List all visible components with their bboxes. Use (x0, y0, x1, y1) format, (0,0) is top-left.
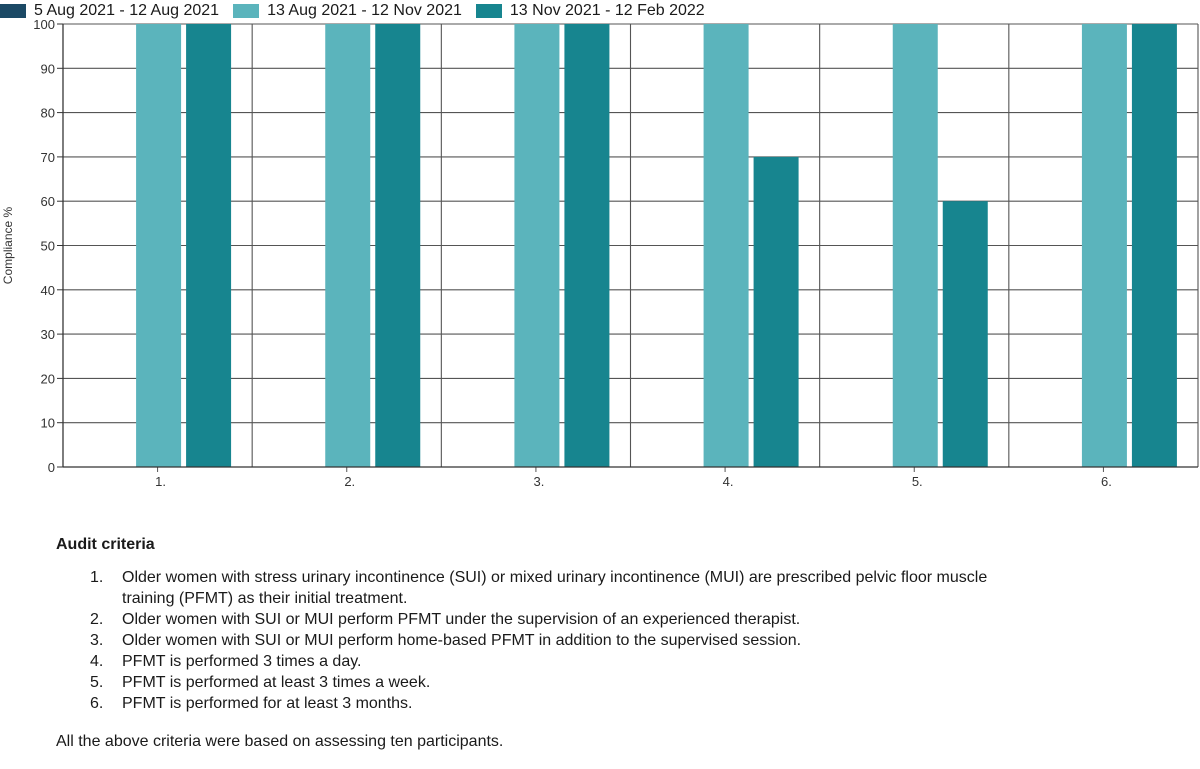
criteria-item: 2. Older women with SUI or MUI perform PF… (56, 609, 1156, 630)
y-tick-label: 10 (41, 416, 55, 431)
criteria-item: 1. Older women with stress urinary incont… (56, 567, 1156, 609)
audit-criteria-footer: All the above criteria were based on ass… (56, 733, 504, 750)
audit-criteria-list: 1. Older women with stress urinary incont… (56, 567, 1156, 714)
criteria-number: 3. (90, 632, 104, 649)
x-tick-label: 4. (723, 474, 734, 489)
x-tick-label: 5. (912, 474, 923, 489)
legend-item: 5 Aug 2021 - 12 Aug 2021 (0, 2, 219, 20)
criteria-text: Older women with stress urinary incontin… (122, 569, 988, 607)
bar (136, 24, 182, 467)
audit-criteria-title: Audit criteria (56, 536, 155, 553)
criteria-number: 4. (90, 653, 104, 670)
criteria-text: Older women with SUI or MUI perform PFMT… (122, 611, 801, 628)
criteria-text: PFMT is performed 3 times a day. (122, 653, 362, 670)
y-tick-label: 100 (33, 17, 55, 32)
x-tick-label: 3. (533, 474, 544, 489)
criteria-number: 1. (90, 569, 104, 586)
bar (514, 24, 560, 467)
x-tick-label: 2. (344, 474, 355, 489)
y-tick-label: 80 (41, 106, 55, 121)
criteria-text: PFMT is performed at least 3 times a wee… (122, 674, 431, 691)
legend-swatch (0, 4, 26, 18)
legend-label: 13 Aug 2021 - 12 Nov 2021 (267, 2, 462, 19)
bar-chart: 0 10 20 30 40 50 60 70 80 90 100 Compliance % 1. 2. 3.… (1, 17, 1199, 489)
legend-item: 13 Nov 2021 - 12 Feb 2022 (475, 2, 705, 20)
y-tick-label: 20 (41, 371, 55, 386)
audit-criteria-section: Audit criteria 1. Older women with stress… (56, 536, 1156, 751)
bar (753, 156, 799, 467)
bar (186, 24, 232, 467)
legend-swatch (475, 4, 502, 18)
legend-label: 5 Aug 2021 - 12 Aug 2021 (34, 2, 220, 19)
bar (375, 24, 421, 467)
chart-legend: 5 Aug 2021 - 12 Aug 2021 13 Aug 2021 - 12… (0, 0, 719, 22)
legend-label: 13 Nov 2021 - 12 Feb 2022 (509, 2, 705, 19)
criteria-text: PFMT is performed for at least 3 months. (122, 695, 413, 712)
criteria-text: Older women with SUI or MUI perform home… (122, 632, 802, 649)
bar (703, 24, 749, 467)
criteria-number: 5. (90, 674, 104, 691)
legend-item: 13 Aug 2021 - 12 Nov 2021 (233, 2, 462, 20)
x-tick-label: 1. (155, 474, 166, 489)
criteria-item: 4. PFMT is performed 3 times a day. (56, 651, 1156, 672)
y-tick-label: 0 (48, 460, 55, 475)
bar (564, 24, 610, 467)
criteria-item: 5. PFMT is performed at least 3 times a w… (56, 672, 1156, 693)
criteria-item: 3. Older women with SUI or MUI perform ho… (56, 630, 1156, 651)
bar (1131, 24, 1177, 467)
y-tick-label: 60 (41, 194, 55, 209)
criteria-number: 6. (90, 695, 104, 712)
y-tick-label: 30 (41, 327, 55, 342)
legend-swatch (233, 4, 260, 18)
y-tick-label: 40 (41, 283, 55, 298)
criteria-number: 2. (90, 611, 104, 628)
bar (892, 24, 938, 467)
y-axis-label: Compliance % (1, 206, 15, 284)
y-tick-label: 90 (41, 61, 55, 76)
bar (325, 24, 371, 467)
x-tick-label: 6. (1101, 474, 1112, 489)
bar (1081, 24, 1127, 467)
y-tick-label: 70 (41, 150, 55, 165)
criteria-item: 6. PFMT is performed for at least 3 month… (56, 693, 1156, 714)
bar (942, 201, 988, 467)
y-tick-label: 50 (41, 239, 55, 254)
